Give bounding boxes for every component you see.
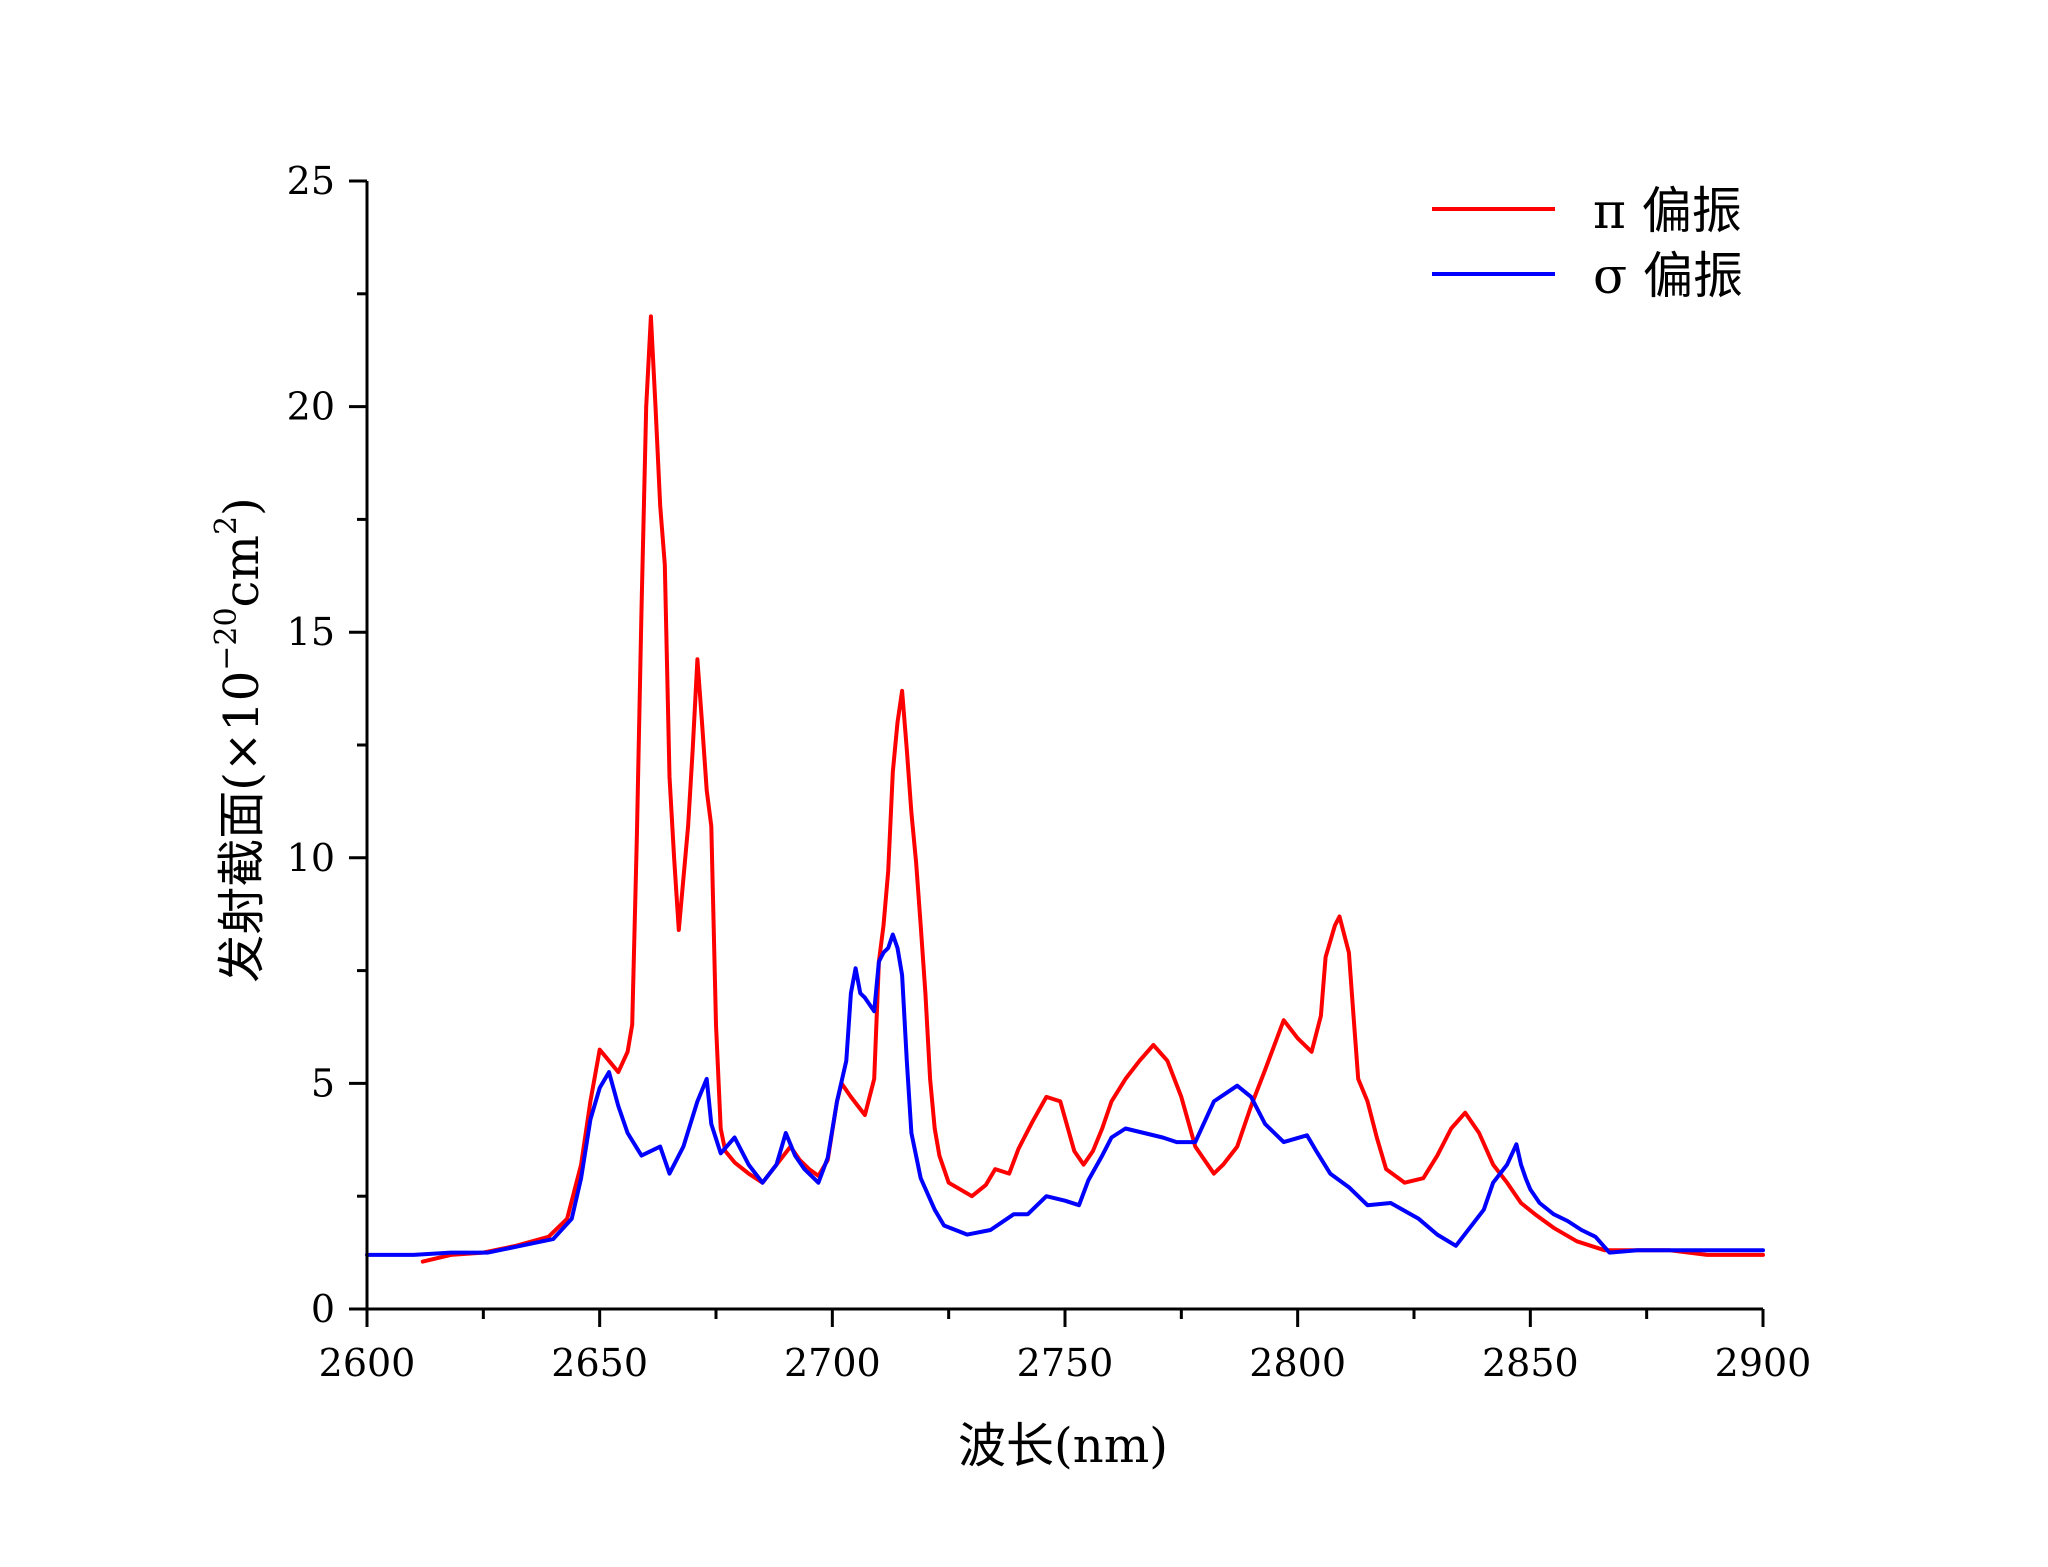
axes: 2600 2650 2700 2750 2800 2850 2900 0 5 10 15 20 25 bbox=[287, 159, 1812, 1385]
x-tick-label: 2600 bbox=[319, 1341, 416, 1385]
y-tick-label: 5 bbox=[311, 1061, 335, 1105]
y-tick-label: 20 bbox=[287, 385, 335, 429]
x-tick-label: 2650 bbox=[551, 1341, 648, 1385]
series-line-sigma-polarization bbox=[365, 932, 1765, 1257]
x-tick-label: 2800 bbox=[1249, 1341, 1346, 1385]
x-tick-label: 2750 bbox=[1017, 1341, 1114, 1385]
x-ticks: 2600 2650 2700 2750 2800 2850 2900 bbox=[319, 1309, 1812, 1385]
y-ticks: 0 5 10 15 20 25 bbox=[287, 159, 367, 1331]
y-tick-label: 15 bbox=[287, 610, 335, 654]
y-axis-title-exponent: −20 bbox=[209, 607, 244, 670]
y-axis-title-unit: cm bbox=[214, 535, 270, 607]
legend-label-sigma: σ 偏振 bbox=[1593, 247, 1743, 305]
y-axis-title-unit-exponent: 2 bbox=[209, 516, 244, 535]
y-axis-title: 发射截面(×10−20cm2) bbox=[209, 497, 270, 983]
y-tick-label: 25 bbox=[287, 159, 335, 203]
legend: π 偏振 σ 偏振 bbox=[1432, 182, 1743, 305]
y-tick-label: 0 bbox=[311, 1287, 335, 1331]
x-axis-title: 波长(nm) bbox=[958, 1418, 1168, 1474]
x-tick-label: 2900 bbox=[1715, 1341, 1812, 1385]
y-axis-title-main: 发射截面(×10 bbox=[214, 671, 270, 983]
x-tick-label: 2850 bbox=[1482, 1341, 1579, 1385]
x-tick-label: 2700 bbox=[784, 1341, 881, 1385]
legend-label-pi: π 偏振 bbox=[1593, 182, 1742, 240]
series-line-pi-polarization bbox=[420, 314, 1765, 1264]
y-axis-title-close: ) bbox=[214, 497, 270, 516]
y-tick-label: 10 bbox=[287, 836, 335, 880]
series-layer bbox=[365, 314, 1765, 1264]
